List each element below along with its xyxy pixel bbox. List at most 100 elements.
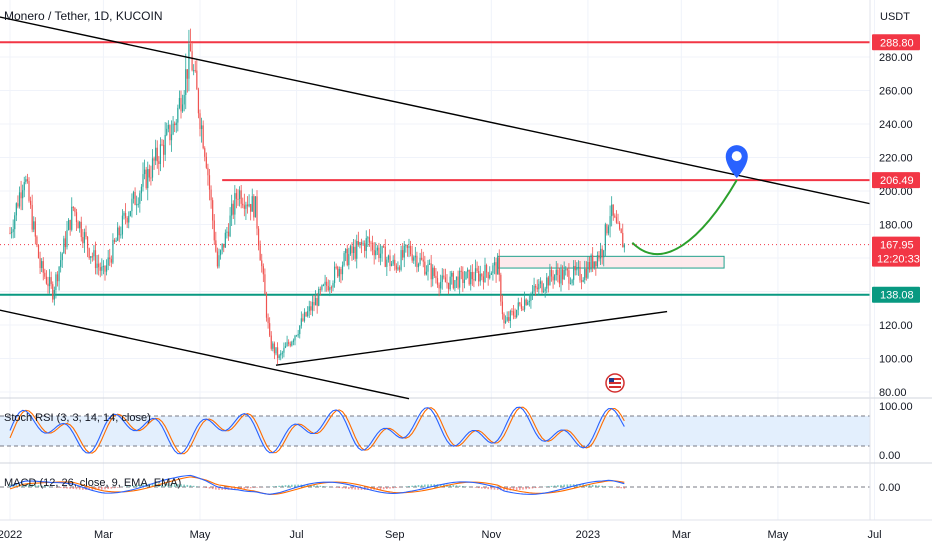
candle-body (303, 312, 306, 321)
candle-body (528, 300, 530, 303)
candle-body (376, 247, 378, 251)
candle-body (329, 287, 331, 291)
macd-histogram-bar (167, 483, 170, 487)
candle-body (75, 212, 78, 223)
candle-body (128, 215, 130, 223)
price-tick-label: 180.00 (879, 220, 913, 232)
candle-body (451, 272, 453, 277)
candle-body (48, 277, 51, 287)
stoch-rsi-title[interactable]: Stoch RSI (3, 3, 14, 14, close) (4, 412, 151, 424)
price-axis[interactable]: 280.00 260.00 240.00 220.00 200.00 180.00 120.… (879, 52, 913, 494)
candle-body (153, 158, 155, 161)
candle-body (479, 273, 481, 282)
candle-body (552, 276, 554, 281)
trendlines[interactable] (0, 15, 913, 400)
macd-title[interactable]: MACD (12, 26, close, 9, EMA, EMA) (4, 477, 181, 489)
candle-body (204, 148, 206, 157)
macd-histogram-bar (161, 483, 163, 487)
candle-body (181, 104, 184, 112)
candle-body (474, 268, 477, 281)
macd-histogram-bar (525, 487, 527, 490)
us-flag-icon[interactable] (605, 373, 625, 393)
candle-body (289, 343, 291, 346)
demand-zone[interactable] (497, 255, 725, 269)
target-pin-icon[interactable] (725, 145, 748, 179)
candle-body (512, 311, 515, 316)
macd-histogram-bar (316, 485, 318, 487)
macd-histogram-bar (382, 487, 385, 490)
time-tick-label: Sep (385, 529, 405, 541)
macd-histogram-bar (183, 484, 185, 487)
candle-body (113, 239, 116, 242)
macd-histogram-bar (310, 484, 312, 487)
candle-body (185, 69, 187, 95)
candle-body (272, 343, 274, 349)
candle-body (332, 283, 334, 288)
candle-body (155, 147, 157, 161)
candle-body (444, 277, 447, 283)
candle-body (193, 70, 195, 72)
candle-body (612, 204, 614, 216)
candle-body (313, 301, 315, 306)
resistance-mid-badge (872, 172, 920, 189)
candle-body (297, 334, 299, 336)
candle-body (134, 191, 136, 205)
macd-histogram-bar (493, 487, 496, 490)
candle-body (541, 281, 543, 292)
candle-body (56, 274, 59, 282)
candle-body (538, 283, 540, 290)
macd-histogram-bar (82, 487, 84, 490)
candle-body (414, 255, 416, 258)
candle-body (481, 273, 483, 277)
trendline-1[interactable] (0, 15, 913, 213)
macd-histogram-bar (462, 486, 464, 487)
macd-histogram-bar (249, 487, 252, 489)
target-marker-layer[interactable] (725, 145, 748, 179)
candle-body (520, 304, 523, 309)
candle-body (590, 255, 592, 270)
candle-body (409, 246, 412, 255)
macd-histogram-bar (601, 485, 603, 487)
candle-body (527, 302, 529, 305)
time-tick-label: 2023 (576, 529, 600, 541)
stoch-rsi-panel (0, 406, 870, 455)
macd-histogram-bar (430, 484, 432, 487)
macd-histogram-bar (595, 485, 597, 487)
time-tick-label: Mar (672, 529, 691, 541)
macd-histogram-bar (585, 484, 588, 487)
candle-body (470, 271, 472, 285)
macd-histogram-bar (357, 487, 360, 490)
candle-body (441, 275, 443, 282)
target-pin-hole (731, 151, 742, 162)
annotation-zone-layer (497, 255, 725, 269)
candle-body (169, 125, 171, 141)
candle-body (523, 299, 526, 310)
panel-separators (0, 397, 932, 464)
candle-body (278, 355, 280, 358)
projection-curve[interactable] (631, 179, 738, 255)
candle-body (330, 287, 333, 289)
candle-body (321, 285, 323, 290)
candle-body (522, 308, 524, 310)
macd-histogram-bar (278, 485, 280, 487)
stoch-tick-label: 100.00 (879, 401, 913, 413)
candle-body (178, 97, 181, 108)
candle-body (93, 250, 95, 257)
candle-body (500, 274, 502, 302)
trendline-3[interactable] (275, 310, 668, 366)
candle-body (294, 335, 296, 341)
time-axis[interactable]: 2022 Mar May Jul Sep Nov 2023 Mar May Jul (0, 529, 882, 541)
candle-body (440, 281, 442, 289)
candle-body (121, 215, 124, 235)
trendline-2[interactable] (0, 308, 410, 400)
price-badges: 288.80 206.49 167.95 12:20:33 138.08 (872, 34, 920, 303)
candle-body (162, 144, 165, 155)
macd-histogram-bar (173, 483, 176, 487)
candle-body (245, 204, 247, 209)
stoch-d-line (9, 406, 625, 455)
candle-body (326, 281, 328, 286)
candle-body (300, 318, 302, 326)
candle-body (402, 250, 404, 258)
macd-histogram-bar (253, 487, 255, 488)
